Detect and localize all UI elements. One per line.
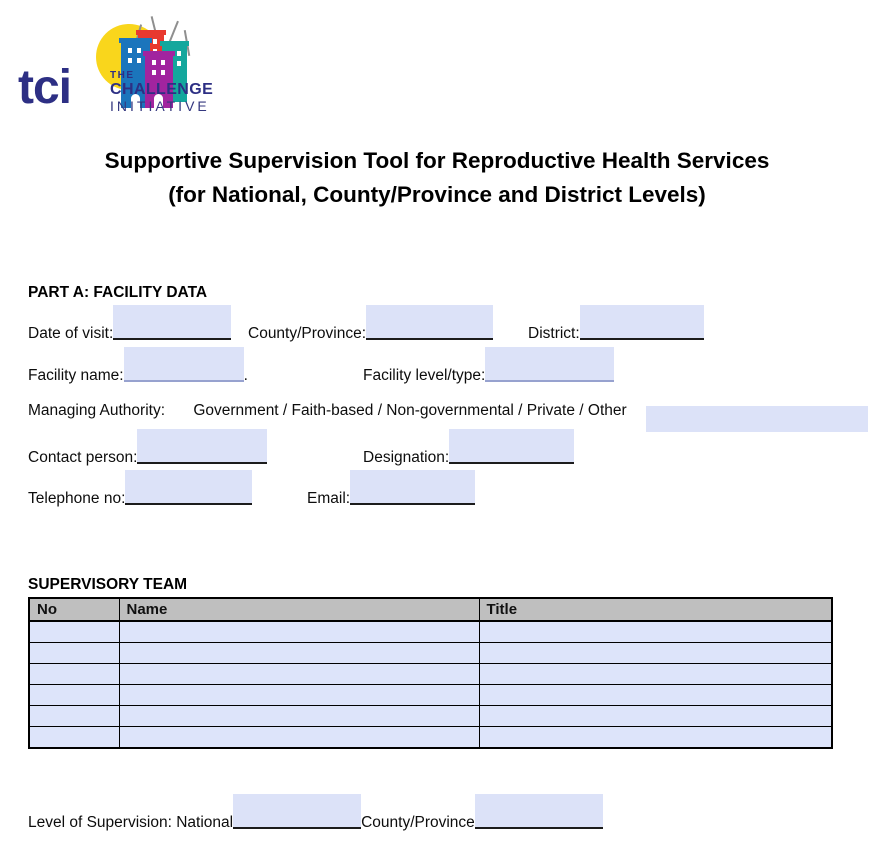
- supervisory-team-table: No Name Title: [28, 597, 833, 749]
- table-row: [28, 620, 833, 643]
- cell-title[interactable]: [478, 684, 833, 706]
- date-of-visit-label: Date of visit:: [28, 325, 114, 342]
- cell-title[interactable]: [478, 705, 833, 727]
- document-title: Supportive Supervision Tool for Reproduc…: [0, 144, 874, 212]
- part-a-heading: PART A: FACILITY DATA: [28, 284, 208, 301]
- email-label: Email:: [307, 490, 351, 507]
- designation-field[interactable]: [449, 429, 575, 464]
- table-row: [28, 684, 833, 706]
- district-field[interactable]: [579, 305, 704, 340]
- telephone-no-label: Telephone no:: [28, 490, 126, 507]
- tci-logo: tci THE CHALLENGE INITIATIVE: [18, 10, 213, 120]
- cell-title[interactable]: [478, 726, 833, 749]
- logo-challenge: CHALLENGE: [110, 81, 214, 98]
- email-field[interactable]: [350, 470, 476, 505]
- managing-authority-other-field[interactable]: [646, 406, 868, 432]
- title-line-2: (for National, County/Province and Distr…: [168, 182, 706, 207]
- cell-no[interactable]: [28, 642, 120, 664]
- table-header-row: No Name Title: [28, 597, 833, 622]
- cell-name[interactable]: [118, 705, 480, 727]
- date-of-visit-field[interactable]: [113, 305, 232, 340]
- table-row: [28, 642, 833, 664]
- column-header-name: Name: [118, 597, 480, 622]
- designation-label: Designation:: [363, 449, 450, 466]
- cell-no[interactable]: [28, 705, 120, 727]
- cell-title[interactable]: [478, 663, 833, 685]
- county-province-field[interactable]: [366, 305, 494, 340]
- building-purple-icon: [143, 51, 175, 108]
- title-line-1: Supportive Supervision Tool for Reproduc…: [104, 148, 770, 173]
- level-county-label: County/Province: [361, 814, 475, 831]
- supervisory-team-heading: SUPERVISORY TEAM: [28, 576, 188, 593]
- cell-title[interactable]: [478, 642, 833, 664]
- facility-level-type-field[interactable]: [485, 347, 615, 382]
- facility-name-field[interactable]: [123, 347, 244, 382]
- cell-name[interactable]: [118, 663, 480, 685]
- contact-person-field[interactable]: [137, 429, 268, 464]
- cell-name[interactable]: [118, 642, 480, 664]
- table-row: [28, 663, 833, 685]
- column-header-no: No: [28, 597, 120, 622]
- table-row: [28, 726, 833, 749]
- cell-name[interactable]: [118, 726, 480, 749]
- cell-no[interactable]: [28, 663, 120, 685]
- managing-authority-label: Managing Authority:: [28, 402, 166, 419]
- logo-the: THE: [110, 70, 135, 81]
- logo-tci-text: tci: [18, 61, 72, 114]
- cell-name[interactable]: [118, 684, 480, 706]
- telephone-no-field[interactable]: [125, 470, 253, 505]
- cell-name[interactable]: [118, 620, 480, 643]
- facility-name-period: .: [243, 367, 248, 384]
- cell-no[interactable]: [28, 726, 120, 749]
- level-national-field[interactable]: [233, 794, 362, 829]
- table-row: [28, 705, 833, 727]
- cell-no[interactable]: [28, 620, 120, 643]
- level-national-label: Level of Supervision: National: [28, 814, 234, 831]
- logo-initiative: INITIATIVE: [110, 98, 210, 114]
- facility-name-label: Facility name:: [28, 367, 124, 384]
- contact-person-label: Contact person:: [28, 449, 138, 466]
- cell-title[interactable]: [478, 620, 833, 643]
- column-header-title: Title: [478, 597, 833, 622]
- managing-authority-options: Government / Faith-based / Non-governmen…: [193, 402, 627, 419]
- district-label: District:: [528, 325, 580, 342]
- cell-no[interactable]: [28, 684, 120, 706]
- logo-wordmark: THE CHALLENGE INITIATIVE: [110, 70, 213, 114]
- county-province-label: County/Province:: [248, 325, 367, 342]
- level-county-field[interactable]: [474, 794, 603, 829]
- facility-level-type-label: Facility level/type:: [363, 367, 486, 384]
